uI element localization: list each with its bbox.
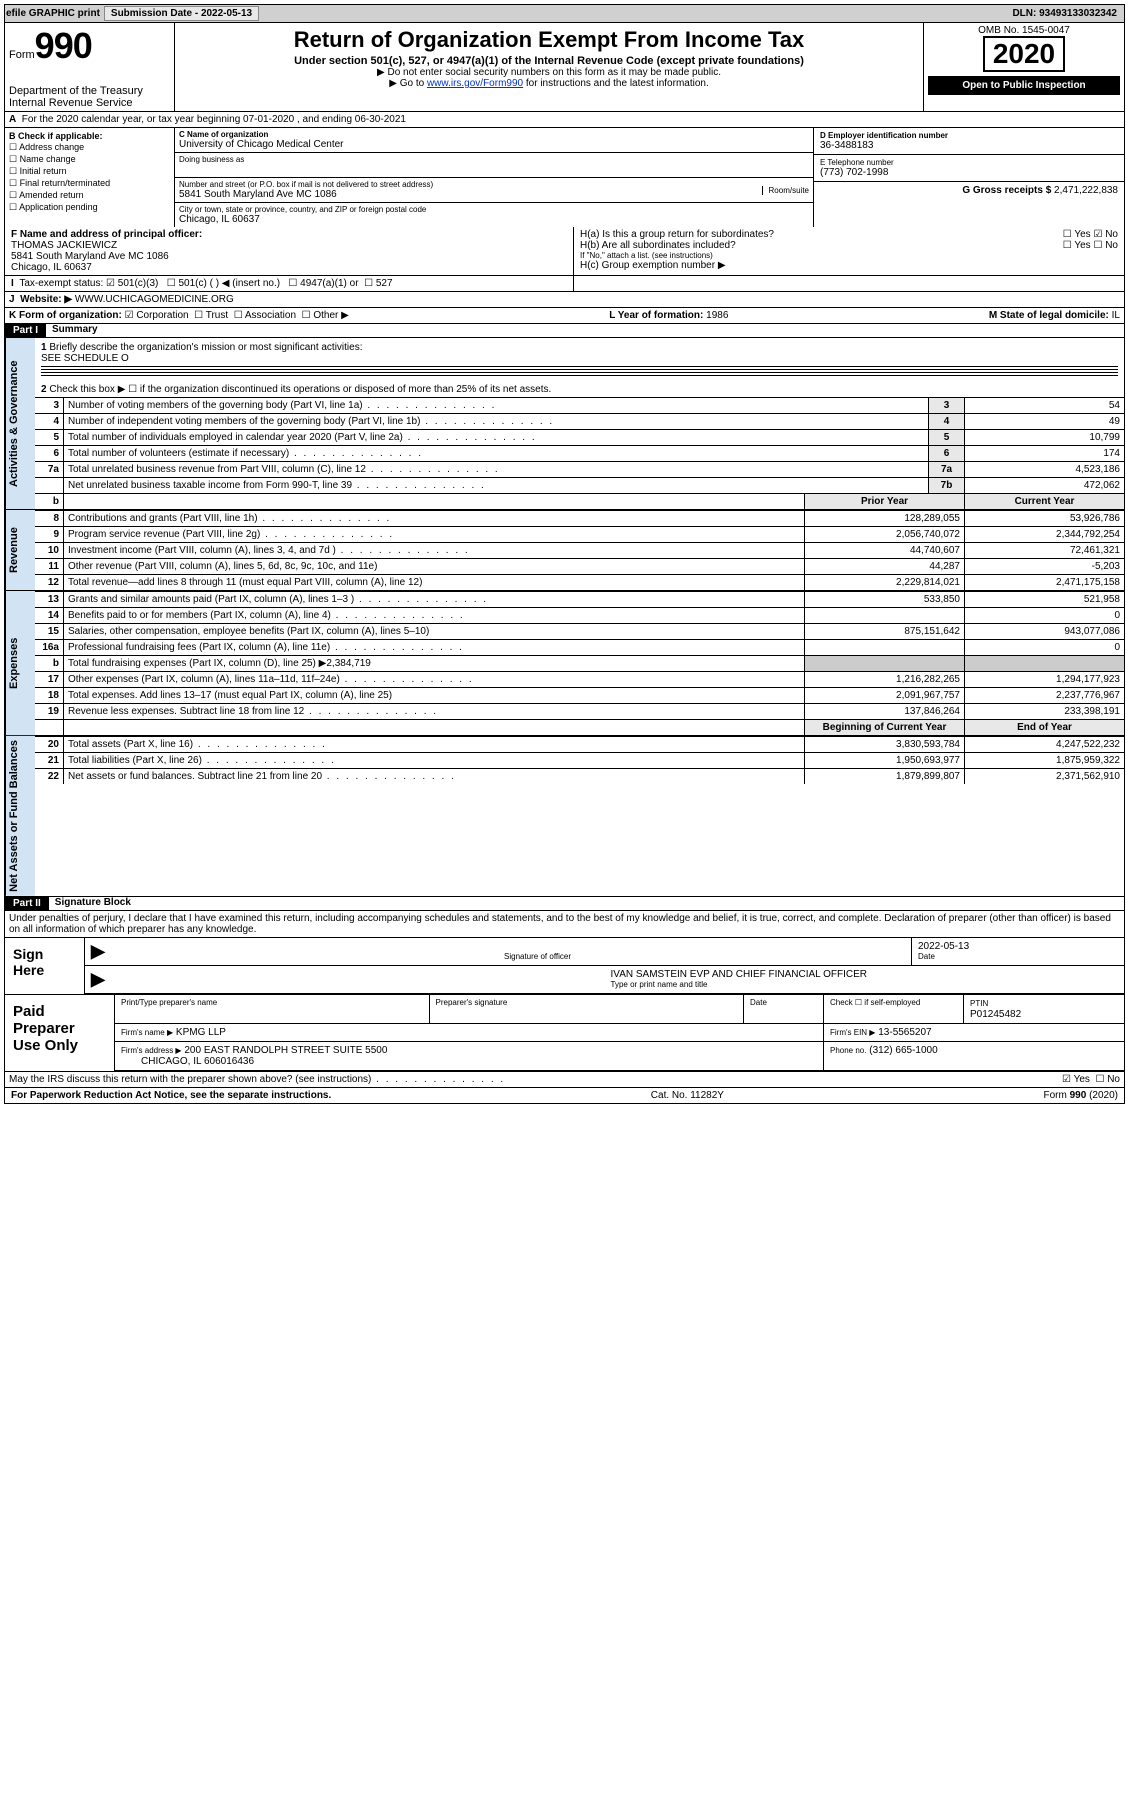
org-city: Chicago, IL 60637 xyxy=(179,214,809,225)
officer-name: THOMAS JACKIEWICZ xyxy=(11,240,567,251)
discuss-yes[interactable]: Yes xyxy=(1062,1074,1090,1085)
line-14: 14Benefits paid to or for members (Part … xyxy=(35,607,1124,623)
chk-name-change[interactable]: Name change xyxy=(9,154,170,165)
part1-header: Part I Summary xyxy=(4,324,1125,338)
form-id: Form990 Department of the Treasury Inter… xyxy=(5,23,175,111)
chk-address-change[interactable]: Address change xyxy=(9,142,170,153)
line-5: 5Total number of individuals employed in… xyxy=(35,429,1124,445)
tax-year: 2020 xyxy=(983,36,1065,72)
line-3: 3Number of voting members of the governi… xyxy=(35,397,1124,413)
chk-amended[interactable]: Amended return xyxy=(9,190,170,201)
perjury-text: Under penalties of perjury, I declare th… xyxy=(4,911,1125,938)
revenue-band: Revenue 8Contributions and grants (Part … xyxy=(4,510,1125,591)
period-row: A For the 2020 calendar year, or tax yea… xyxy=(4,112,1125,128)
line-4: 4Number of independent voting members of… xyxy=(35,413,1124,429)
line-7b: Net unrelated business taxable income fr… xyxy=(35,477,1124,493)
chk-final-return[interactable]: Final return/terminated xyxy=(9,178,170,189)
sign-arrow-icon: ▶ xyxy=(85,966,605,993)
preparer-block: Paid Preparer Use Only Print/Type prepar… xyxy=(4,995,1125,1072)
chk-4947[interactable]: 4947(a)(1) or xyxy=(288,278,358,289)
line-16a: 16aProfessional fundraising fees (Part I… xyxy=(35,639,1124,655)
line-10: 10Investment income (Part VIII, column (… xyxy=(35,542,1124,558)
line-7a: 7aTotal unrelated business revenue from … xyxy=(35,461,1124,477)
org-street: 5841 South Maryland Ave MC 1086 xyxy=(179,189,433,200)
sign-arrow-icon: ▶ xyxy=(85,938,498,965)
chk-other[interactable]: Other ▶ xyxy=(302,310,349,321)
col-headers-2: Beginning of Current YearEnd of Year xyxy=(35,719,1124,735)
phone: (773) 702-1998 xyxy=(820,167,1118,178)
chk-501c3[interactable]: 501(c)(3) xyxy=(106,278,158,289)
ha-no[interactable]: No xyxy=(1093,229,1118,240)
website-row: J Website: ▶ WWW.UCHICAGOMEDICINE.ORG xyxy=(4,292,1125,308)
chk-501c[interactable]: 501(c) ( ) ◀ (insert no.) xyxy=(167,278,280,289)
chk-527[interactable]: 527 xyxy=(364,278,392,289)
efile-label: efile GRAPHIC print xyxy=(6,8,100,19)
line-6: 6Total number of volunteers (estimate if… xyxy=(35,445,1124,461)
line-11: 11Other revenue (Part VIII, column (A), … xyxy=(35,558,1124,574)
ein: 36-3488183 xyxy=(820,140,1118,151)
website-value: WWW.UCHICAGOMEDICINE.ORG xyxy=(75,294,234,305)
officer-signature-name: IVAN SAMSTEIN EVP AND CHIEF FINANCIAL OF… xyxy=(611,969,1119,980)
org-name: University of Chicago Medical Center xyxy=(179,139,809,150)
net-assets-band: Net Assets or Fund Balances 20Total asse… xyxy=(4,736,1125,897)
activities-governance: Activities & Governance 1 Briefly descri… xyxy=(4,338,1125,510)
chk-assoc[interactable]: Association xyxy=(234,310,296,321)
top-bar: efile GRAPHIC print Submission Date - 20… xyxy=(4,4,1125,23)
sign-block: Sign Here ▶ Signature of officer 2022-05… xyxy=(4,938,1125,995)
discuss-no[interactable]: No xyxy=(1095,1074,1120,1085)
submission-date-btn[interactable]: Submission Date - 2022-05-13 xyxy=(104,6,259,21)
title-block: Return of Organization Exempt From Incom… xyxy=(175,23,924,111)
chk-app-pending[interactable]: Application pending xyxy=(9,202,170,213)
omb-cell: OMB No. 1545-0047 2020 Open to Public In… xyxy=(924,23,1124,111)
line-8: 8Contributions and grants (Part VIII, li… xyxy=(35,510,1124,526)
expenses-band: Expenses 13Grants and similar amounts pa… xyxy=(4,591,1125,736)
mission-text: SEE SCHEDULE O xyxy=(41,353,129,364)
line-17: 17Other expenses (Part IX, column (A), l… xyxy=(35,671,1124,687)
chk-corp[interactable]: Corporation xyxy=(125,310,189,321)
line-18: 18Total expenses. Add lines 13–17 (must … xyxy=(35,687,1124,703)
right-col: D Employer identification number 36-3488… xyxy=(814,128,1124,227)
discuss-row: May the IRS discuss this return with the… xyxy=(4,1072,1125,1088)
line-13: 13Grants and similar amounts paid (Part … xyxy=(35,591,1124,607)
line-9: 9Program service revenue (Part VIII, lin… xyxy=(35,526,1124,542)
ha-yes[interactable]: Yes xyxy=(1063,229,1091,240)
line-22: 22Net assets or fund balances. Subtract … xyxy=(35,768,1124,784)
officer-h-row: F Name and address of principal officer:… xyxy=(4,227,1125,276)
line-16b: bTotal fundraising expenses (Part IX, co… xyxy=(35,655,1124,671)
dln: DLN: 93493133032342 xyxy=(1012,8,1123,19)
line-15: 15Salaries, other compensation, employee… xyxy=(35,623,1124,639)
klm-row: K Form of organization: Corporation Trus… xyxy=(4,308,1125,324)
line-19: 19Revenue less expenses. Subtract line 1… xyxy=(35,703,1124,719)
hb-yes[interactable]: Yes xyxy=(1063,240,1091,251)
line-12: 12Total revenue—add lines 8 through 11 (… xyxy=(35,574,1124,590)
chk-initial-return[interactable]: Initial return xyxy=(9,166,170,177)
line-20: 20Total assets (Part X, line 16)3,830,59… xyxy=(35,736,1124,752)
page-footer: For Paperwork Reduction Act Notice, see … xyxy=(4,1088,1125,1104)
tax-status-row: I Tax-exempt status: 501(c)(3) 501(c) ( … xyxy=(4,276,1125,292)
hb-no[interactable]: No xyxy=(1093,240,1118,251)
form-header: Form990 Department of the Treasury Inter… xyxy=(4,23,1125,112)
identity-section: B Check if applicable: Address change Na… xyxy=(4,128,1125,227)
chk-trust[interactable]: Trust xyxy=(194,310,228,321)
gross-receipts: 2,471,222,838 xyxy=(1054,185,1118,196)
line-21: 21Total liabilities (Part X, line 26)1,9… xyxy=(35,752,1124,768)
org-col: C Name of organization University of Chi… xyxy=(175,128,814,227)
form-title: Return of Organization Exempt From Incom… xyxy=(179,27,919,53)
firm-name: KPMG LLP xyxy=(176,1027,226,1038)
instructions-link[interactable]: www.irs.gov/Form990 xyxy=(427,78,523,89)
part2-header: Part II Signature Block xyxy=(4,897,1125,911)
check-col: B Check if applicable: Address change Na… xyxy=(5,128,175,227)
col-headers-1: bPrior YearCurrent Year xyxy=(35,493,1124,509)
